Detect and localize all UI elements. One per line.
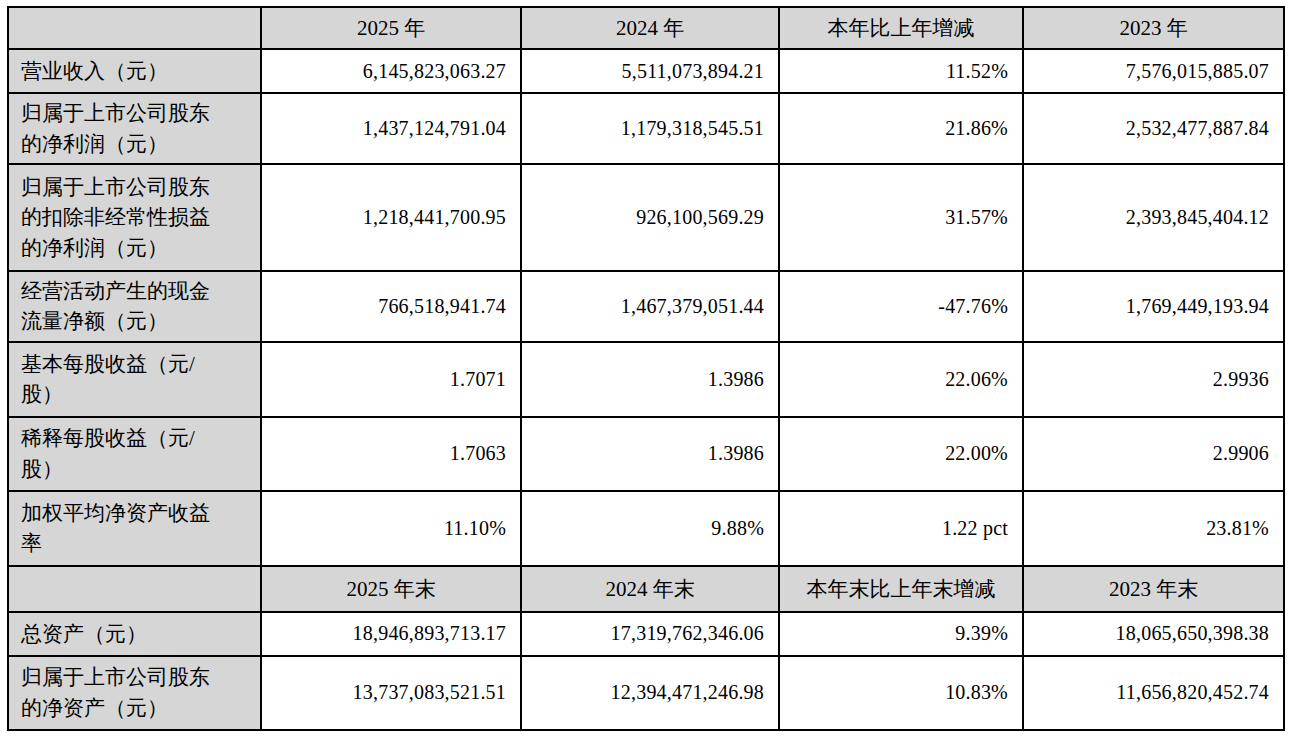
table-row-basic-eps: 基本每股收益（元/ 股） 1.7071 1.3986 22.06% 2.9936 <box>8 342 1284 417</box>
col-header-2025: 2025 年 <box>261 7 521 49</box>
cell-value: 10.83% <box>779 656 1023 730</box>
col-header-2025-eoy: 2025 年末 <box>261 566 521 612</box>
cell-value: 926,100,569.29 <box>521 164 779 271</box>
cell-value: 2,393,845,404.12 <box>1023 164 1284 271</box>
table-row-diluted-eps: 稀释每股收益（元/ 股） 1.7063 1.3986 22.00% 2.9906 <box>8 417 1284 491</box>
cell-value: 11,656,820,452.74 <box>1023 656 1284 730</box>
cell-value: 31.57% <box>779 164 1023 271</box>
cell-value: 7,576,015,885.07 <box>1023 49 1284 93</box>
cell-value: 6,145,823,063.27 <box>261 49 521 93</box>
corner-cell-annual <box>8 7 261 49</box>
cell-value: 21.86% <box>779 93 1023 164</box>
row-label: 稀释每股收益（元/ 股） <box>8 417 261 491</box>
cell-value: 23.81% <box>1023 491 1284 566</box>
corner-cell-eoy <box>8 566 261 612</box>
table-row-weighted-avg-roe: 加权平均净资产收益 率 11.10% 9.88% 1.22 pct 23.81% <box>8 491 1284 566</box>
cell-value: 18,946,893,713.17 <box>261 612 521 656</box>
cell-value: 1.22 pct <box>779 491 1023 566</box>
cell-value: 1.7063 <box>261 417 521 491</box>
row-label: 总资产（元） <box>8 612 261 656</box>
row-label: 归属于上市公司股东 的扣除非经常性损益 的净利润（元） <box>8 164 261 271</box>
cell-value: 2.9906 <box>1023 417 1284 491</box>
col-header-eoy-change: 本年末比上年末增减 <box>779 566 1023 612</box>
row-label: 基本每股收益（元/ 股） <box>8 342 261 417</box>
col-header-2024-eoy: 2024 年末 <box>521 566 779 612</box>
cell-value: 1.3986 <box>521 342 779 417</box>
cell-value: 1,467,379,051.44 <box>521 271 779 342</box>
cell-value: 22.06% <box>779 342 1023 417</box>
cell-value: 9.88% <box>521 491 779 566</box>
cell-value: 2,532,477,887.84 <box>1023 93 1284 164</box>
table-row-revenue: 营业收入（元） 6,145,823,063.27 5,511,073,894.2… <box>8 49 1284 93</box>
header-row-eoy: 2025 年末 2024 年末 本年末比上年末增减 2023 年末 <box>8 566 1284 612</box>
cell-value: 9.39% <box>779 612 1023 656</box>
table-row-total-assets: 总资产（元） 18,946,893,713.17 17,319,762,346.… <box>8 612 1284 656</box>
cell-value: 1,437,124,791.04 <box>261 93 521 164</box>
cell-value: 12,394,471,246.98 <box>521 656 779 730</box>
row-label: 加权平均净资产收益 率 <box>8 491 261 566</box>
table-row-net-assets: 归属于上市公司股东 的净资产（元） 13,737,083,521.51 12,3… <box>8 656 1284 730</box>
cell-value: 1.3986 <box>521 417 779 491</box>
cell-value: 22.00% <box>779 417 1023 491</box>
col-header-2023-eoy: 2023 年末 <box>1023 566 1284 612</box>
cell-value: 1,218,441,700.95 <box>261 164 521 271</box>
cell-value: 11.52% <box>779 49 1023 93</box>
cell-value: 2.9936 <box>1023 342 1284 417</box>
row-label: 营业收入（元） <box>8 49 261 93</box>
financial-summary-table: 2025 年 2024 年 本年比上年增减 2023 年 营业收入（元） 6,1… <box>7 6 1285 731</box>
cell-value: 17,319,762,346.06 <box>521 612 779 656</box>
col-header-yoy-change: 本年比上年增减 <box>779 7 1023 49</box>
cell-value: 1,769,449,193.94 <box>1023 271 1284 342</box>
cell-value: 13,737,083,521.51 <box>261 656 521 730</box>
cell-value: 18,065,650,398.38 <box>1023 612 1284 656</box>
cell-value: -47.76% <box>779 271 1023 342</box>
table-row-net-profit-excl-nonrecurring: 归属于上市公司股东 的扣除非经常性损益 的净利润（元） 1,218,441,70… <box>8 164 1284 271</box>
cell-value: 1,179,318,545.51 <box>521 93 779 164</box>
col-header-2024: 2024 年 <box>521 7 779 49</box>
cell-value: 1.7071 <box>261 342 521 417</box>
cell-value: 5,511,073,894.21 <box>521 49 779 93</box>
header-row-annual: 2025 年 2024 年 本年比上年增减 2023 年 <box>8 7 1284 49</box>
col-header-2023: 2023 年 <box>1023 7 1284 49</box>
cell-value: 11.10% <box>261 491 521 566</box>
row-label: 归属于上市公司股东 的净资产（元） <box>8 656 261 730</box>
cell-value: 766,518,941.74 <box>261 271 521 342</box>
table-row-net-profit: 归属于上市公司股东 的净利润（元） 1,437,124,791.04 1,179… <box>8 93 1284 164</box>
table-row-operating-cash-flow: 经营活动产生的现金 流量净额（元） 766,518,941.74 1,467,3… <box>8 271 1284 342</box>
row-label: 归属于上市公司股东 的净利润（元） <box>8 93 261 164</box>
row-label: 经营活动产生的现金 流量净额（元） <box>8 271 261 342</box>
